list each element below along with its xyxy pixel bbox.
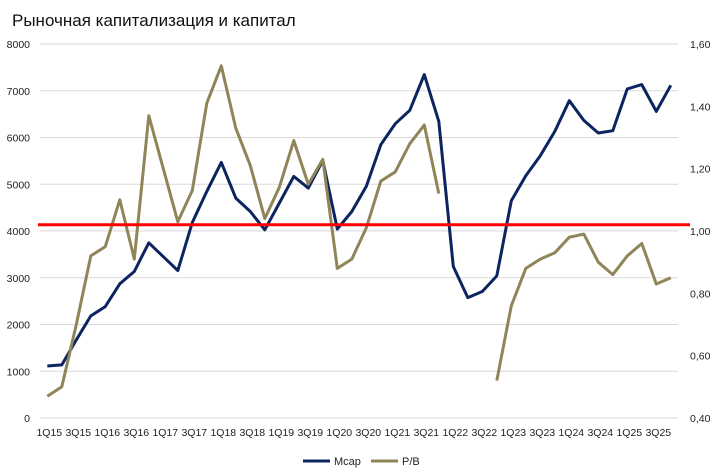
x-tick-label: 3Q15 — [65, 427, 91, 439]
x-tick-label: 3Q22 — [471, 427, 497, 439]
y-right-tick-label: 1,00 — [690, 226, 711, 238]
y-left-tick-label: 2000 — [7, 320, 31, 332]
legend-label-mcap: Mcap — [334, 456, 361, 468]
x-tick-label: 3Q16 — [123, 427, 149, 439]
x-tick-label: 3Q23 — [529, 427, 555, 439]
series-pb-line — [46, 64, 441, 398]
y-right-tick-label: 0,40 — [690, 413, 711, 425]
x-tick-label: 1Q21 — [384, 427, 410, 439]
x-tick-label: 3Q20 — [355, 427, 381, 439]
x-tick-label: 1Q18 — [210, 427, 236, 439]
x-tick-label: 3Q21 — [413, 427, 439, 439]
series-mcap-line — [47, 73, 673, 368]
y-left-tick-label: 8000 — [7, 39, 31, 51]
x-tick-label: 1Q15 — [36, 427, 62, 439]
y-right-tick-label: 1,60 — [690, 39, 711, 51]
x-tick-label: 1Q23 — [500, 427, 526, 439]
x-tick-label: 3Q19 — [297, 427, 323, 439]
x-tick-label: 1Q16 — [94, 427, 120, 439]
y-right-tick-label: 0,80 — [690, 288, 711, 300]
y-left-tick-label: 6000 — [7, 133, 31, 145]
x-tick-label: 1Q25 — [616, 427, 642, 439]
x-tick-label: 3Q18 — [239, 427, 265, 439]
y-right-tick-label: 1,40 — [690, 101, 711, 113]
legend-label-pb: P/B — [402, 456, 420, 468]
y-left-tick-label: 0 — [24, 413, 30, 425]
y-left-tick-label: 3000 — [7, 273, 31, 285]
series-lines — [38, 64, 690, 398]
x-tick-label: 1Q20 — [326, 427, 352, 439]
y-left-tick-label: 5000 — [7, 179, 31, 191]
x-tick-label: 1Q22 — [442, 427, 468, 439]
series-pb-line — [495, 232, 672, 381]
y-right-tick-label: 0,60 — [690, 351, 711, 363]
y-left-tick-label: 4000 — [7, 226, 31, 238]
y-left-tick-label: 1000 — [7, 366, 31, 378]
chart-title: Рыночная капитализация и капитал — [12, 11, 296, 30]
y-left-tick-label: 7000 — [7, 86, 31, 98]
x-tick-label: 1Q19 — [268, 427, 294, 439]
x-tick-label: 1Q24 — [558, 427, 584, 439]
legend: Mcap P/B — [303, 456, 420, 468]
y-axis-left: 0 1000 2000 3000 4000 5000 6000 7000 8000 — [7, 39, 31, 425]
x-tick-label: 3Q17 — [181, 427, 207, 439]
y-right-tick-label: 1,20 — [690, 164, 711, 176]
x-tick-label: 1Q17 — [152, 427, 178, 439]
y-axis-right: 0,40 0,60 0,80 1,00 1,20 1,40 1,60 — [690, 39, 711, 425]
x-tick-label: 3Q25 — [645, 427, 671, 439]
x-axis: 1Q15 3Q15 1Q16 3Q16 1Q17 3Q17 1Q18 3Q18 1Q19 3Q19… — [36, 427, 671, 439]
x-tick-label: 3Q24 — [587, 427, 613, 439]
